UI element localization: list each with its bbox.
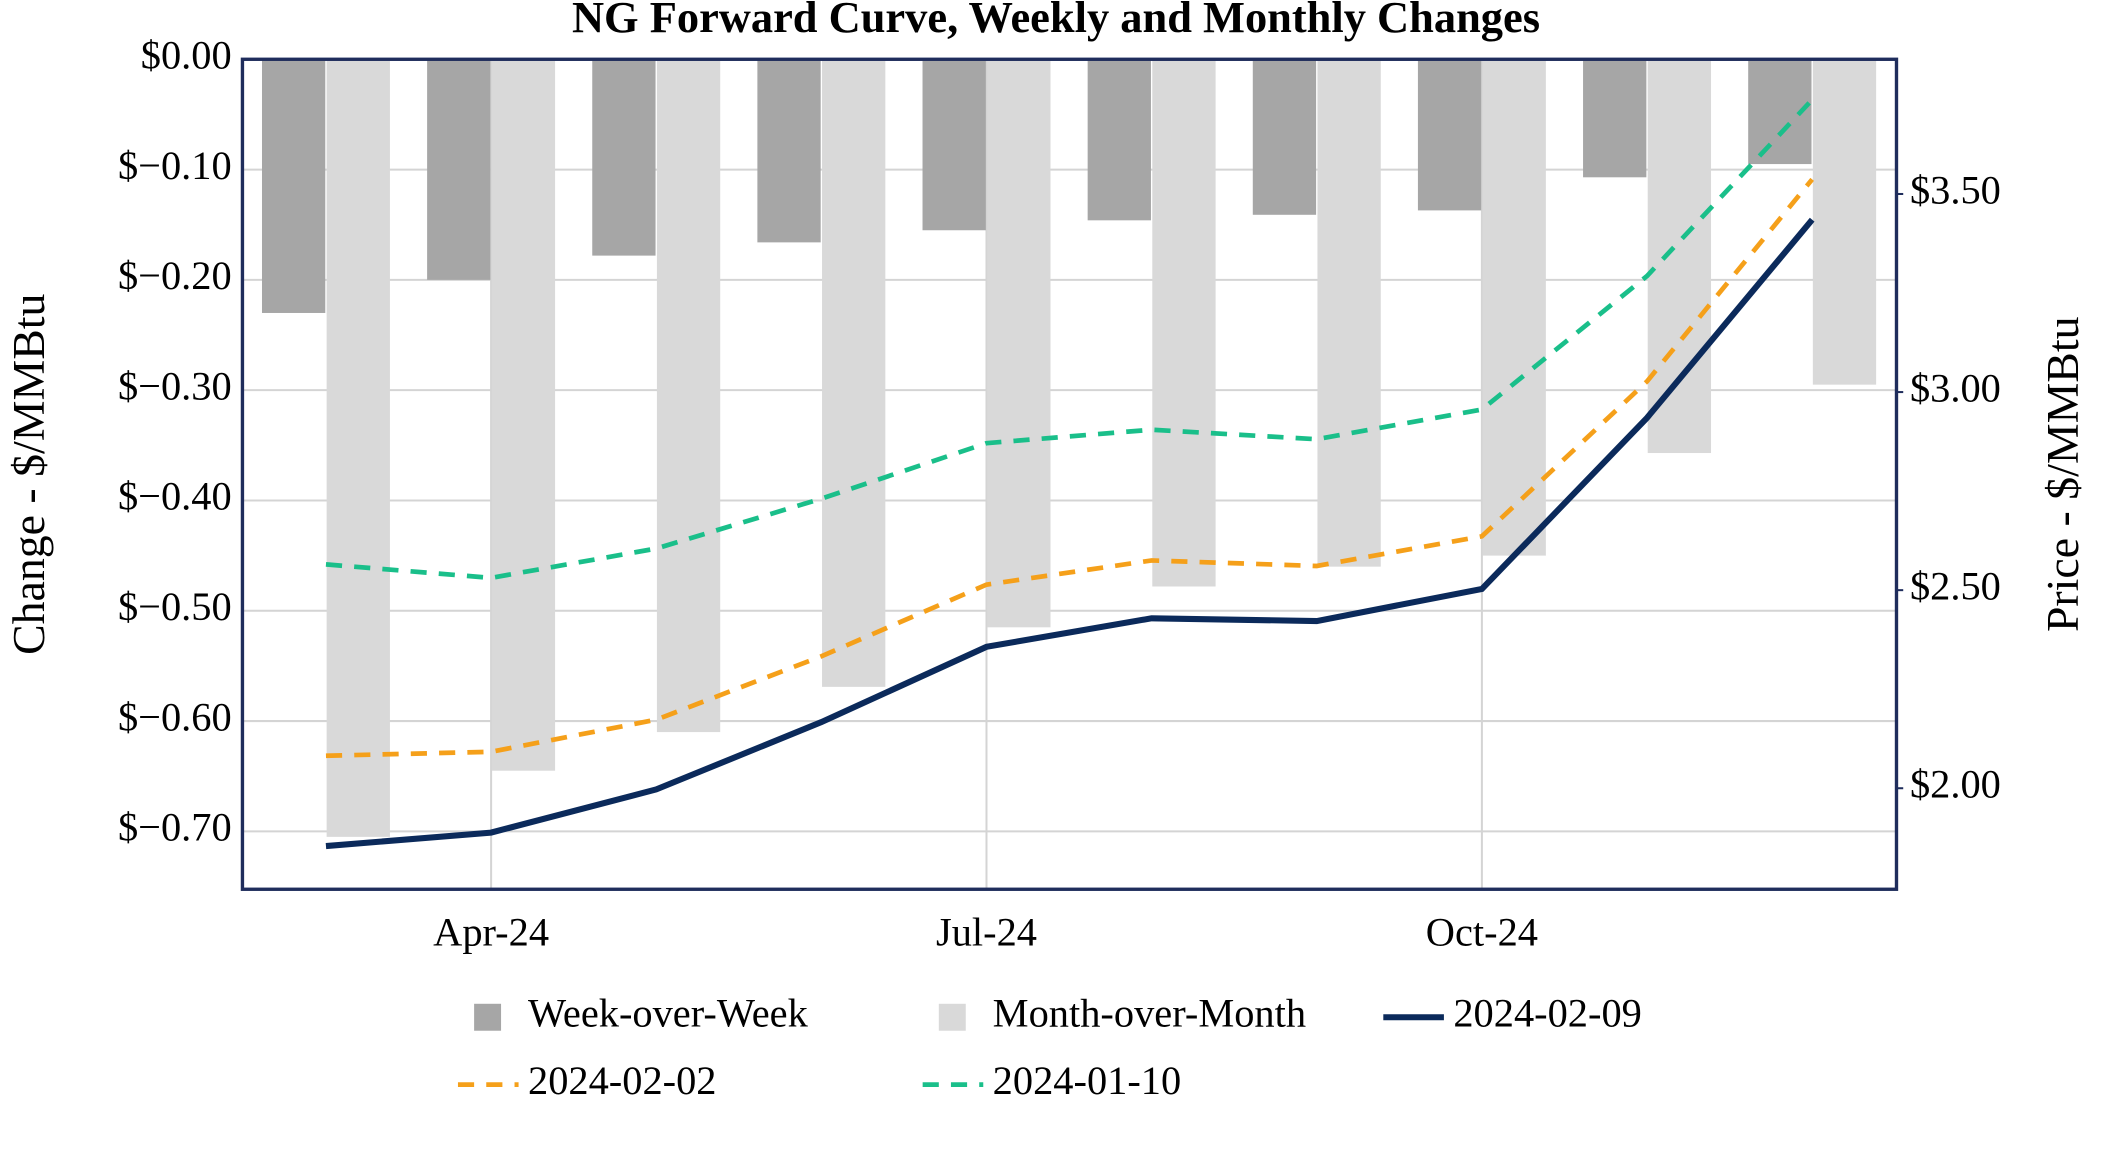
bar xyxy=(1317,59,1381,567)
bar xyxy=(1647,59,1712,454)
bar xyxy=(491,59,556,771)
bar xyxy=(656,59,721,733)
bar xyxy=(1417,59,1482,211)
y2-tick-label: $3.50 xyxy=(1910,167,2001,212)
y-tick-label: $−0.30 xyxy=(118,363,232,408)
y-tick-label: $−0.10 xyxy=(118,143,232,188)
y2-axis-label: Price - $/MMBtu xyxy=(2037,316,2088,632)
bar xyxy=(1583,59,1647,178)
bar xyxy=(922,59,986,231)
plot-frame xyxy=(240,57,1899,891)
legend-swatch xyxy=(938,1003,966,1031)
bar xyxy=(1152,59,1216,587)
bar xyxy=(987,59,1051,628)
y2-tick-label: $3.00 xyxy=(1910,365,2001,410)
bar xyxy=(427,59,491,280)
y2-tick-label: $2.50 xyxy=(1910,563,2001,608)
x-tick-label: Oct-24 xyxy=(1426,910,1538,955)
legend-label: Month-over-Month xyxy=(993,991,1306,1036)
y-tick-label: $0.00 xyxy=(141,33,232,78)
y-tick-label: $−0.20 xyxy=(118,253,232,298)
legend-label: 2024-02-09 xyxy=(1453,991,1642,1036)
legend-label: 2024-01-10 xyxy=(993,1058,1182,1103)
legend: Week-over-Week Month-over-Month 2024-02-09… xyxy=(457,991,1642,1103)
line xyxy=(325,98,1814,581)
grid: $0.00 $−0.10 $−0.20 $−0.30 $−0.40 $−0.50 $−0.6… xyxy=(118,33,2001,955)
chart-title: NG Forward Curve, Weekly and Monthly Cha… xyxy=(572,0,1540,42)
x-tick-label: Jul-24 xyxy=(936,910,1037,955)
bar xyxy=(1252,59,1317,215)
y-tick-label: $−0.60 xyxy=(118,694,232,739)
legend-label: Week-over-Week xyxy=(528,991,809,1036)
bar xyxy=(261,59,326,313)
line xyxy=(325,177,1814,759)
bar xyxy=(822,59,886,687)
plot xyxy=(261,59,1877,850)
bar xyxy=(1812,59,1877,385)
line xyxy=(325,217,1815,850)
x-tick-label: Apr-24 xyxy=(433,910,549,955)
y-axis-label: Change - $/MMBtu xyxy=(3,294,54,655)
bar xyxy=(1087,59,1151,221)
bar xyxy=(757,59,821,243)
bar xyxy=(326,59,390,837)
bar xyxy=(592,59,656,256)
bar xyxy=(1482,59,1546,556)
y2-tick-label: $2.00 xyxy=(1910,762,2001,807)
legend-swatch xyxy=(474,1003,502,1031)
y-tick-label: $−0.70 xyxy=(118,805,232,850)
y-tick-label: $−0.50 xyxy=(118,584,232,629)
legend-label: 2024-02-02 xyxy=(528,1058,717,1103)
y-tick-label: $−0.40 xyxy=(118,474,232,519)
